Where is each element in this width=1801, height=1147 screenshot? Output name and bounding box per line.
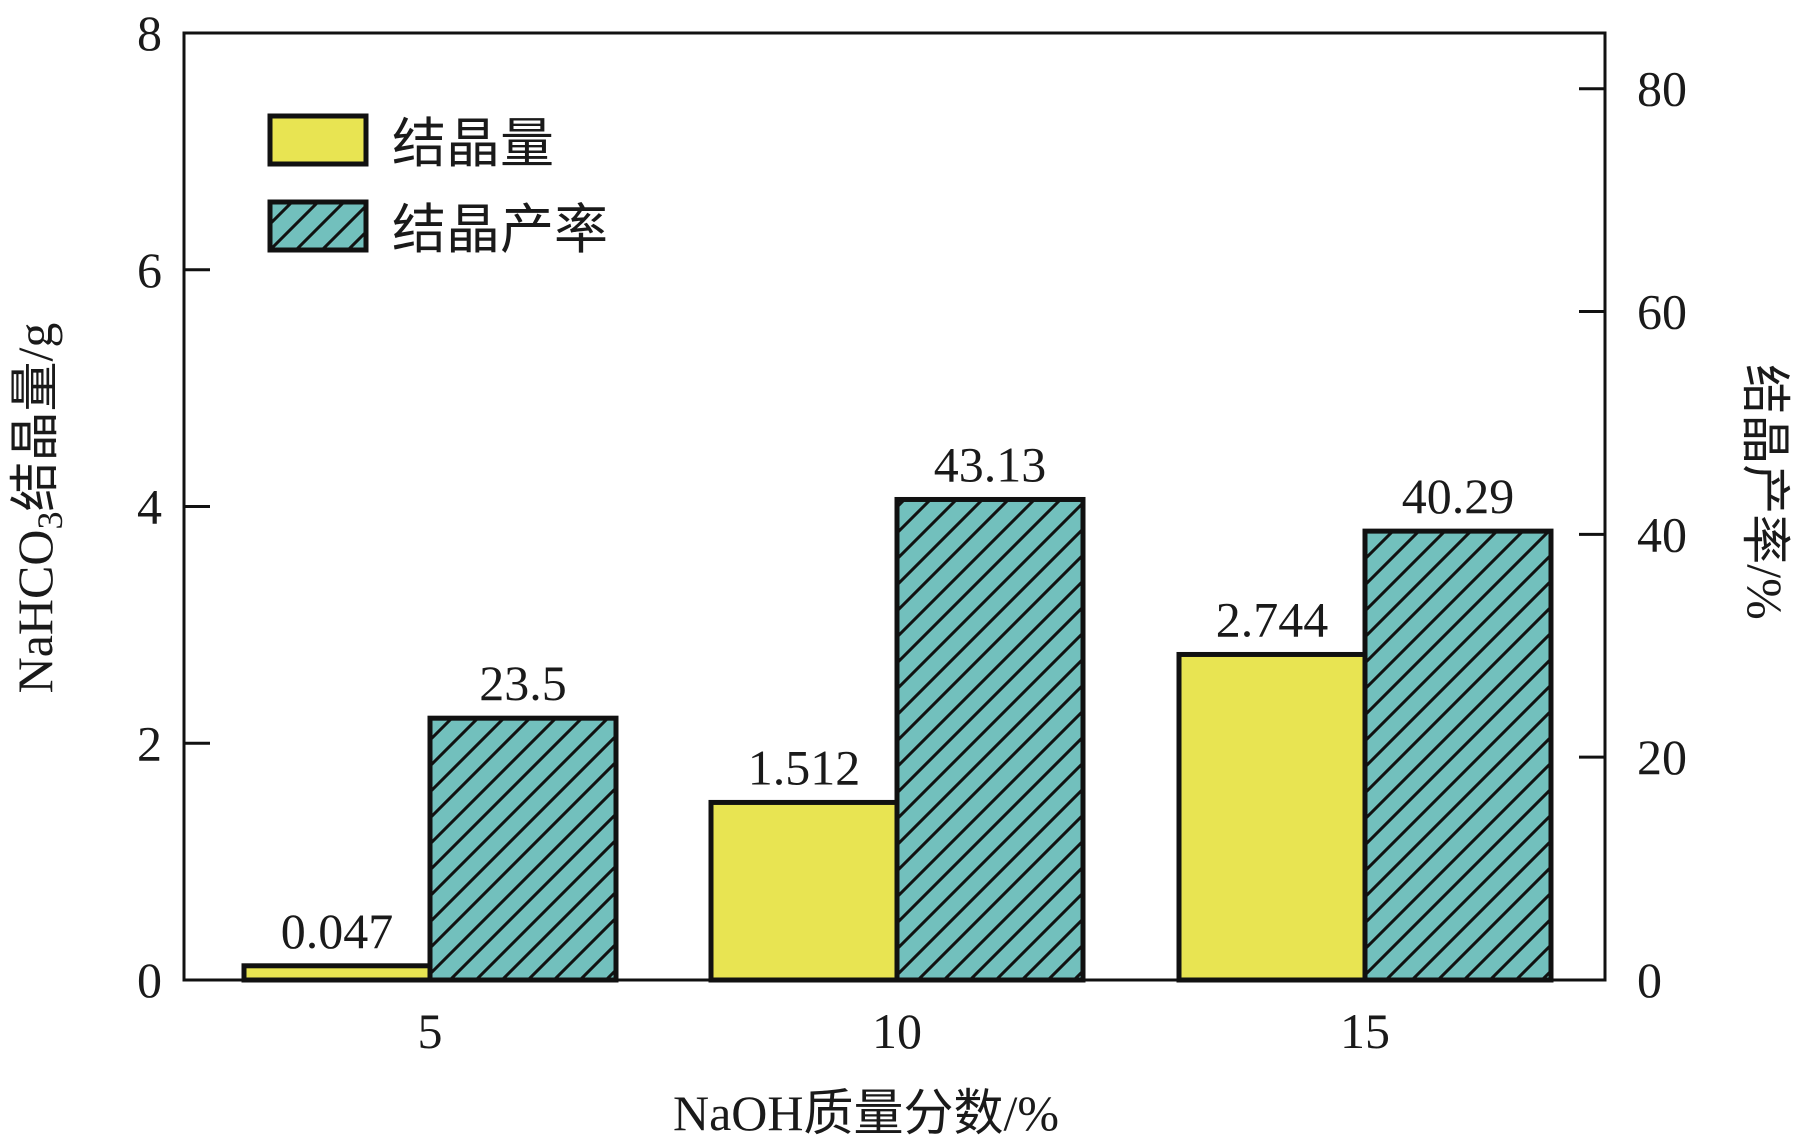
left-tick-label-0: 0 [137,952,162,1008]
bar-crystal-amount-5 [241,963,433,983]
legend-swatch-crystal-yield [267,199,369,253]
left-tick-label-8: 8 [137,5,162,61]
label-crystal-yield-15: 40.29 [1402,468,1515,524]
x-tick-label-15: 15 [1340,1003,1390,1059]
right-tick-label-60: 60 [1637,284,1687,340]
left-tick-label-2: 2 [137,715,162,771]
bars-layer [241,496,1554,983]
bar-crystal-yield-5 [427,715,619,983]
x-tick-label-5: 5 [418,1003,443,1059]
label-crystal-amount-15: 2.744 [1216,591,1329,647]
legend-swatch-crystal-amount [267,113,369,167]
right-tick-label-20: 20 [1637,729,1687,785]
data-labels-layer: 0.047 23.5 1.512 43.13 2.744 40.29 [281,436,1515,958]
bar-crystal-yield-10 [894,496,1086,983]
left-tick-label-4: 4 [137,479,162,535]
label-crystal-yield-10: 43.13 [934,436,1047,492]
label-crystal-amount-10: 1.512 [748,739,861,795]
legend-label-crystal-yield: 结晶产率 [392,200,608,260]
left-tick-label-6: 6 [137,242,162,298]
bar-crystal-amount-15 [1176,651,1368,983]
right-y-axis-title: 结晶产率/% [1737,364,1793,620]
label-crystal-amount-5: 0.047 [281,903,394,959]
label-crystal-yield-5: 23.5 [479,655,567,711]
x-tick-label-10: 10 [872,1003,922,1059]
x-axis: 5 10 15 [418,1003,1391,1059]
left-y-axis-title: NaHCO3结晶量/g [7,323,70,694]
x-axis-title: NaOH质量分数/% [673,1085,1059,1141]
bar-crystal-yield-15 [1362,528,1554,983]
right-tick-label-40: 40 [1637,506,1687,562]
legend: 结晶量 结晶产率 [267,113,608,260]
legend-label-crystal-amount: 结晶量 [392,114,554,174]
right-tick-label-80: 80 [1637,61,1687,117]
bar-crystal-amount-10 [708,799,900,983]
left-y-axis: 0 2 4 6 8 [137,5,210,1008]
right-y-axis: 0 20 40 60 80 [1579,61,1687,1008]
right-tick-label-0: 0 [1637,952,1662,1008]
